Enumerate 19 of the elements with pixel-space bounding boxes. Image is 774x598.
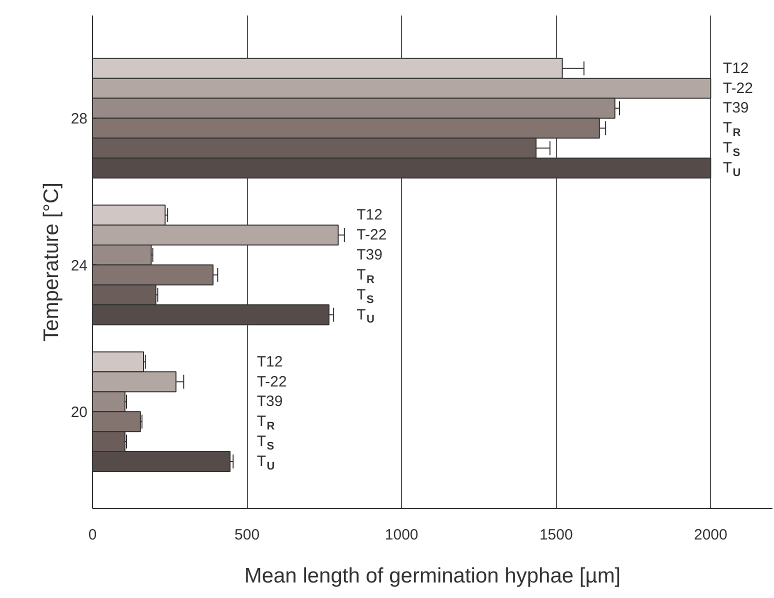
x-tick-label: 500: [234, 526, 260, 544]
text: T39: [356, 246, 383, 264]
text: T12: [722, 60, 749, 77]
text: T39: [722, 100, 749, 117]
text: T-22: [256, 373, 287, 390]
y-tick-label: 24: [70, 257, 88, 274]
x-axis-title: Mean length of germination hyphae [µm]: [244, 564, 621, 588]
x-tick-label: 1500: [539, 526, 573, 544]
x-tick-label: 0: [88, 526, 97, 544]
text: T12: [256, 353, 283, 370]
y-tick-label: 20: [70, 404, 88, 422]
y-tick-label: 28: [70, 110, 88, 128]
series-label: T-22: [722, 80, 753, 97]
text: T39: [256, 393, 283, 410]
x-tick-label: 1000: [384, 526, 418, 544]
text: T-22: [356, 226, 387, 244]
text: T12: [356, 206, 383, 224]
y-axis-title: Temperature [°C]: [40, 182, 63, 342]
x-tick-label: 2000: [694, 526, 728, 544]
